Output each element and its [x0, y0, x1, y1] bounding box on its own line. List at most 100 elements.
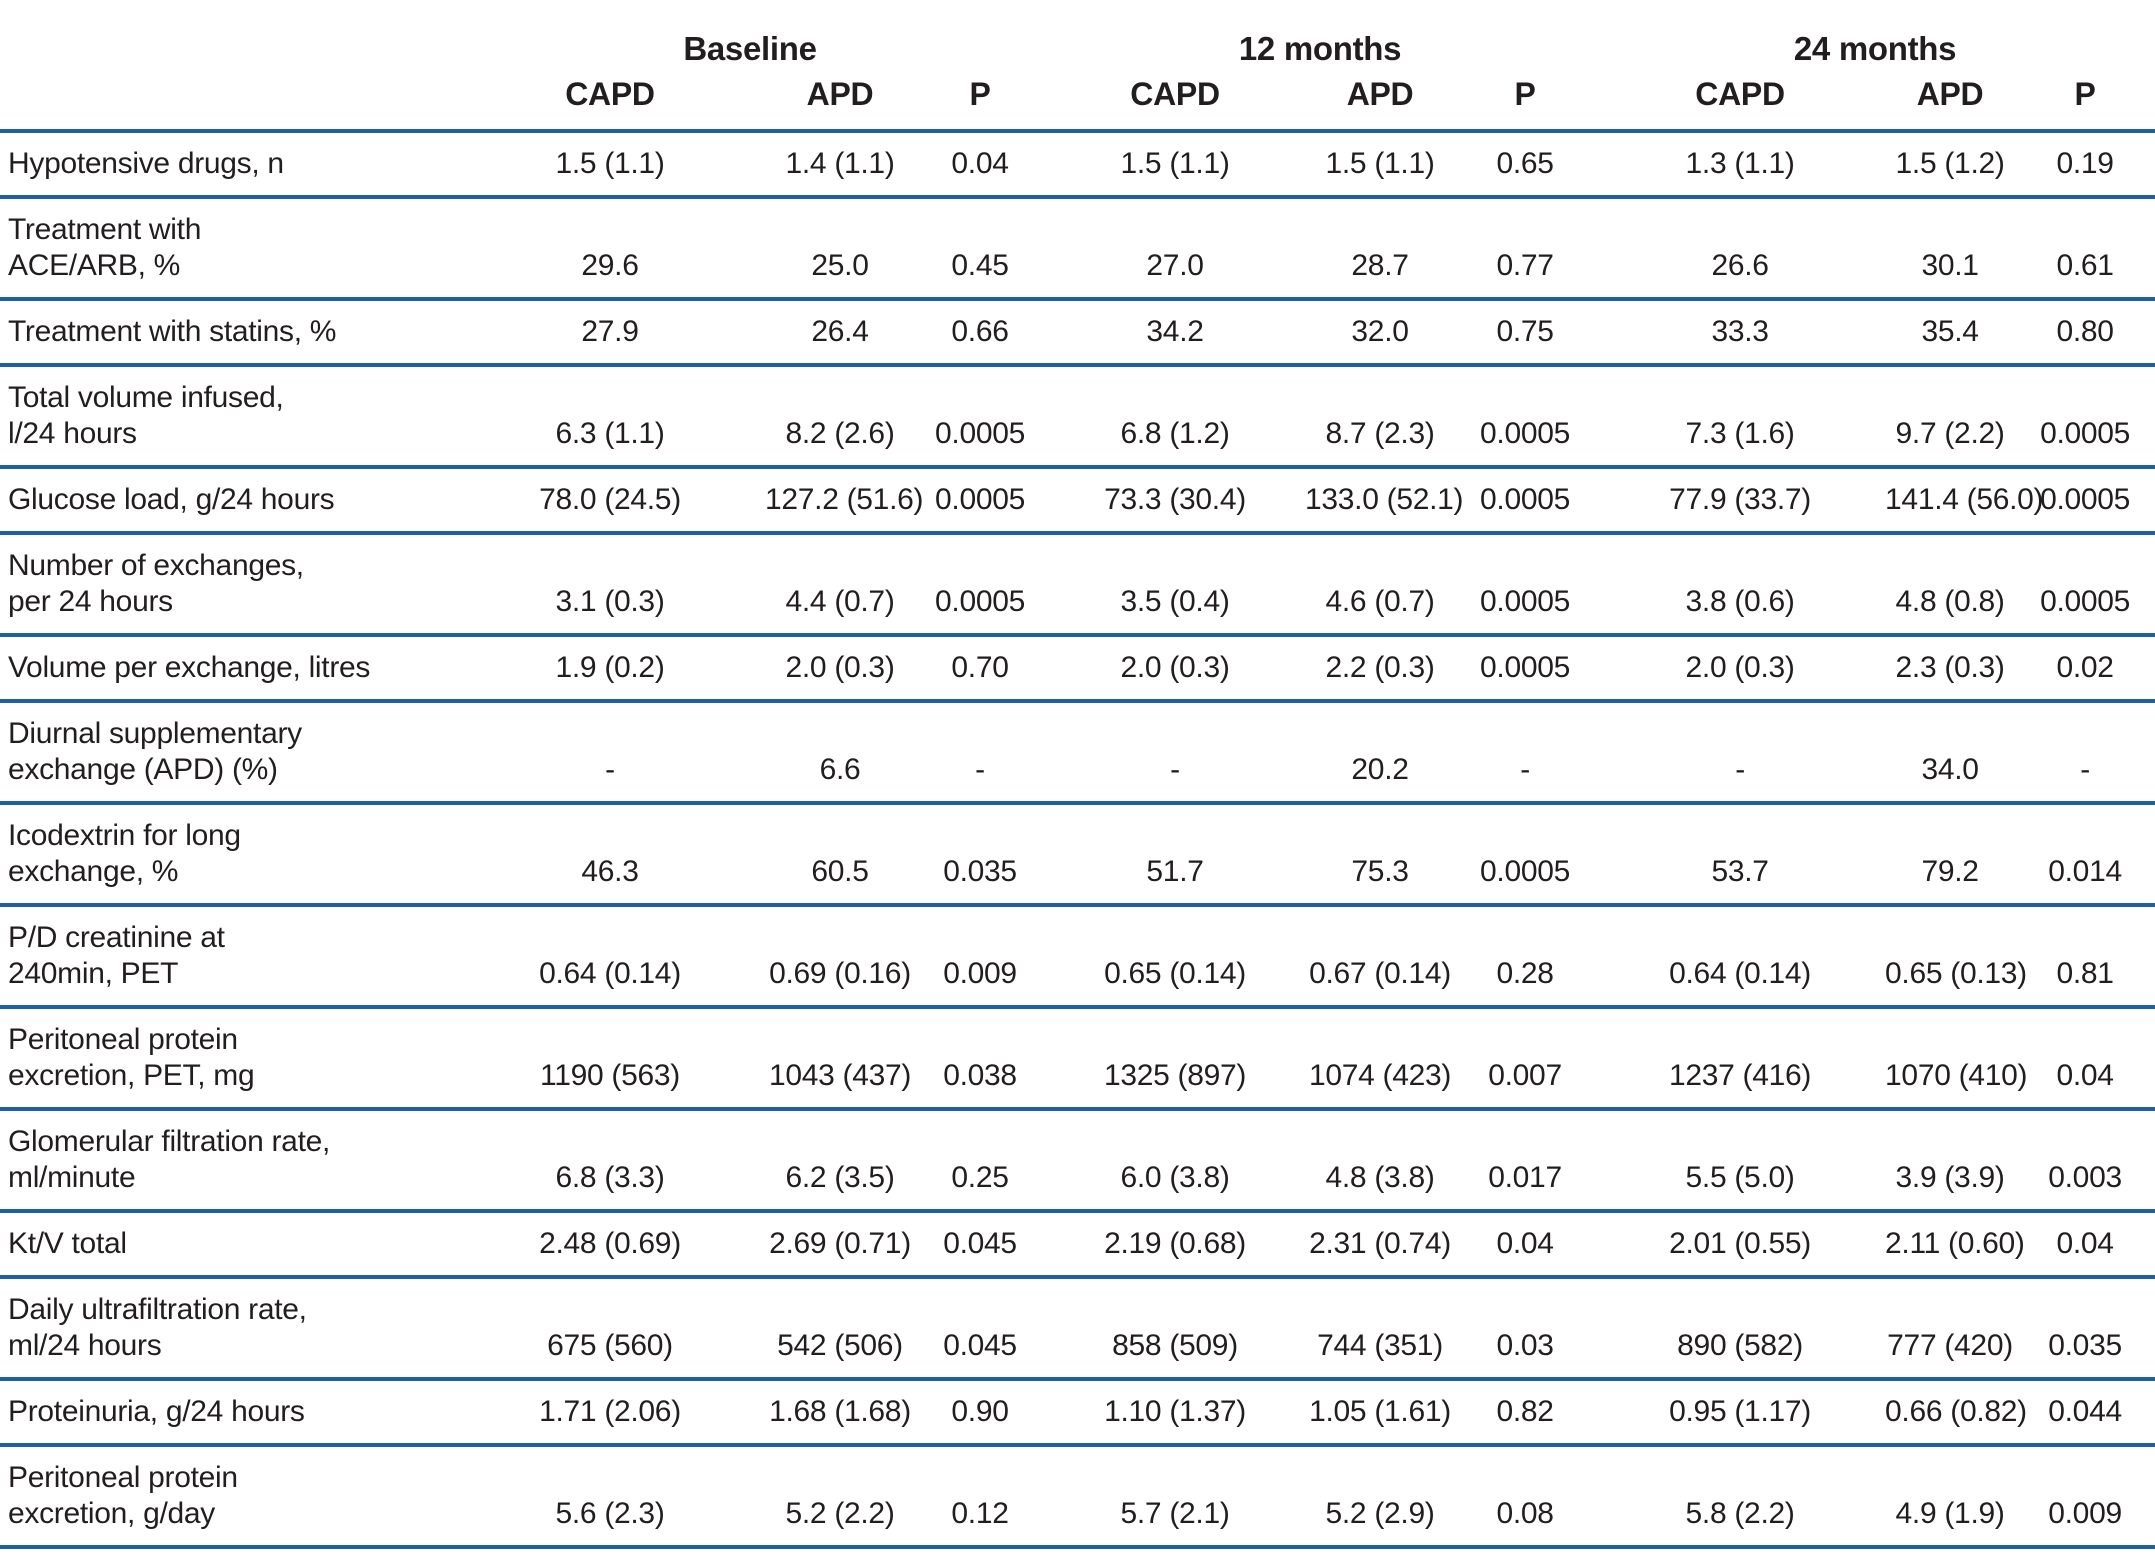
table-cell: 6.0 (3.8): [1045, 1109, 1306, 1213]
table-row: Volume per exchange, litres 1.9 (0.2) 2.…: [0, 635, 2155, 703]
table-cell: 1325 (897): [1045, 1007, 1306, 1111]
table-cell: 73.3 (30.4): [1045, 467, 1306, 535]
table-cell: 0.04: [2015, 1007, 2155, 1111]
table-cell: 0.007: [1455, 1007, 1596, 1111]
table-cell: 1.5 (1.1): [455, 131, 765, 199]
table-cell: 0.12: [915, 1445, 1046, 1549]
table-cell: 51.7: [1045, 803, 1306, 907]
table-body: Hypotensive drugs, n 1.5 (1.1) 1.4 (1.1)…: [0, 131, 2155, 1549]
table-cell: 0.017: [1455, 1109, 1596, 1213]
table-cell: 0.19: [2015, 131, 2155, 199]
table-cell: 4.4 (0.7): [765, 533, 915, 637]
table-cell: 0.035: [915, 803, 1046, 907]
table-cell: 29.6: [455, 197, 765, 301]
table-cell: 53.7: [1595, 803, 1886, 907]
table-cell: 0.65 (0.14): [1045, 905, 1306, 1009]
table-cell: 0.0005: [2015, 467, 2155, 535]
table-cell: -: [2015, 701, 2155, 805]
table-cell: 0.65: [1455, 131, 1596, 199]
table-cell: 0.95 (1.17): [1595, 1379, 1886, 1447]
table-cell: 3.5 (0.4): [1045, 533, 1306, 637]
table-cell: 46.3: [455, 803, 765, 907]
table-row: Daily ultrafiltration rate, ml/24 hours …: [0, 1277, 2155, 1381]
table-cell: 0.014: [2015, 803, 2155, 907]
column-header-apd: APD: [765, 72, 915, 133]
table-cell: 0.66 (0.82): [1885, 1379, 2027, 1447]
table-cell: -: [1595, 701, 1886, 805]
group-header-24-months: 24 months: [1793, 30, 1957, 67]
table-cell: 5.7 (2.1): [1045, 1445, 1306, 1549]
table-cell: 0.0005: [2015, 365, 2155, 469]
table-row: Icodextrin for long exchange, % 46.3 60.…: [0, 803, 2155, 907]
table-cell: 0.009: [915, 905, 1046, 1009]
table-cell: 5.6 (2.3): [455, 1445, 765, 1549]
table-cell: 1.9 (0.2): [455, 635, 765, 703]
table-cell: 1.3 (1.1): [1595, 131, 1886, 199]
table-cell: 75.3: [1305, 803, 1456, 907]
table-cell: 5.5 (5.0): [1595, 1109, 1886, 1213]
table-cell: 78.0 (24.5): [455, 467, 765, 535]
table-cell: 0.044: [2015, 1379, 2155, 1447]
table-cell: 4.9 (1.9): [1885, 1445, 2016, 1549]
table-cell: 33.3: [1595, 299, 1886, 367]
table-cell: 0.82: [1455, 1379, 1596, 1447]
table-cell: 2.0 (0.3): [1045, 635, 1306, 703]
table-cell: 6.6: [765, 701, 915, 805]
table-cell: 9.7 (2.2): [1885, 365, 2016, 469]
row-label: Glomerular filtration rate, ml/minute: [0, 1109, 455, 1213]
table-cell: 4.8 (3.8): [1305, 1109, 1456, 1213]
table-cell: 6.3 (1.1): [455, 365, 765, 469]
table-cell: 2.19 (0.68): [1045, 1211, 1306, 1279]
table-cell: 0.0005: [1455, 533, 1596, 637]
table-cell: 744 (351): [1305, 1277, 1456, 1381]
table-cell: 2.0 (0.3): [765, 635, 915, 703]
table-row: Peritoneal protein excretion, PET, mg 11…: [0, 1007, 2155, 1111]
table-cell: 1.4 (1.1): [765, 131, 915, 199]
table-cell: 5.2 (2.2): [765, 1445, 915, 1549]
table-cell: 133.0 (52.1): [1305, 467, 1464, 535]
table-cell: 27.0: [1045, 197, 1306, 301]
table-cell: 6.8 (1.2): [1045, 365, 1306, 469]
table-cell: 4.6 (0.7): [1305, 533, 1456, 637]
row-label: Total volume infused, l/24 hours: [0, 365, 455, 469]
table-cell: 35.4: [1885, 299, 2016, 367]
group-header-baseline: Baseline: [683, 30, 817, 67]
table-row: Glucose load, g/24 hours 78.0 (24.5) 127…: [0, 467, 2155, 535]
table-cell: 3.9 (3.9): [1885, 1109, 2016, 1213]
column-header-p: P: [1455, 72, 1596, 133]
table-cell: 0.80: [2015, 299, 2155, 367]
table-cell: 26.4: [765, 299, 915, 367]
table-cell: 1237 (416): [1595, 1007, 1886, 1111]
table-header: Baseline 12 months 24 months CAPD APD P …: [0, 0, 2155, 133]
table-cell: 890 (582): [1595, 1277, 1886, 1381]
table-cell: 542 (506): [765, 1277, 915, 1381]
table-cell: 0.04: [1455, 1211, 1596, 1279]
table-cell: 127.2 (51.6): [765, 467, 923, 535]
table-cell: 3.8 (0.6): [1595, 533, 1886, 637]
table-cell: 0.77: [1455, 197, 1596, 301]
row-label: P/D creatinine at 240min, PET: [0, 905, 455, 1009]
table-cell: 675 (560): [455, 1277, 765, 1381]
table-cell: 0.25: [915, 1109, 1046, 1213]
table-row: Treatment with ACE/ARB, % 29.6 25.0 0.45…: [0, 197, 2155, 301]
corner-cell: [0, 72, 455, 133]
row-label: Hypotensive drugs, n: [0, 131, 455, 199]
table-cell: 0.0005: [2015, 533, 2155, 637]
table-row: Hypotensive drugs, n 1.5 (1.1) 1.4 (1.1)…: [0, 131, 2155, 199]
table-cell: 0.0005: [1455, 803, 1596, 907]
table-cell: 1074 (423): [1305, 1007, 1456, 1111]
table-cell: 8.2 (2.6): [765, 365, 915, 469]
group-header-12-months: 12 months: [1238, 30, 1402, 67]
column-header-p: P: [2015, 72, 2155, 133]
table-cell: 5.2 (2.9): [1305, 1445, 1456, 1549]
table-cell: 0.009: [2015, 1445, 2155, 1549]
column-header-apd: APD: [1885, 72, 2016, 133]
table-cell: 1070 (410): [1885, 1007, 2027, 1111]
row-label: Daily ultrafiltration rate, ml/24 hours: [0, 1277, 455, 1381]
table-cell: 0.0005: [1455, 467, 1596, 535]
table-cell: -: [1045, 701, 1306, 805]
table-cell: 1190 (563): [455, 1007, 765, 1111]
table-cell: 0.0005: [915, 533, 1046, 637]
row-label: Icodextrin for long exchange, %: [0, 803, 455, 907]
